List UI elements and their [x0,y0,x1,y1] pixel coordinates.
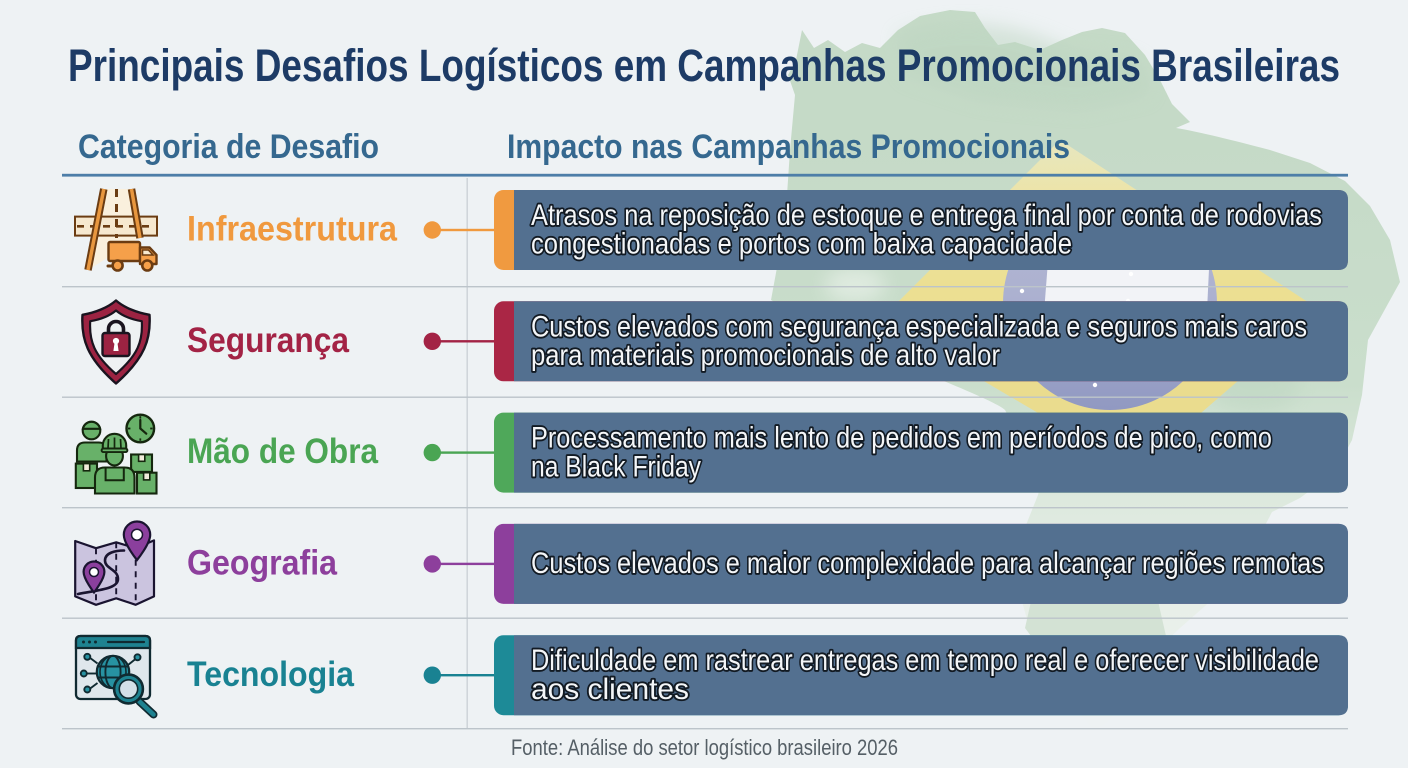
svg-text:Geografia: Geografia [187,543,338,583]
svg-text:Tecnologia: Tecnologia [187,654,355,694]
svg-text:para materiais promocionais de: para materiais promocionais de alto valo… [531,339,1000,372]
svg-text:Mão de Obra: Mão de Obra [187,431,379,471]
svg-text:Processamento mais lento de pe: Processamento mais lento de pedidos em p… [531,422,1272,455]
svg-text:Fonte: Análise do setor logíst: Fonte: Análise do setor logístico brasil… [511,735,898,760]
svg-text:Dificuldade em rastrear entreg: Dificuldade em rastrear entregas em temp… [531,644,1319,677]
svg-text:Custos elevados com segurança: Custos elevados com segurança especializ… [531,310,1307,343]
svg-text:Infraestrutura: Infraestrutura [187,209,398,249]
svg-text:congestionadas e portos com ba: congestionadas e portos com baixa capaci… [531,228,1072,261]
svg-text:Impacto nas Campanhas Promocio: Impacto nas Campanhas Promocionais [507,128,1070,166]
svg-text:Principais Desafios Logísticos: Principais Desafios Logísticos em Campan… [68,40,1340,91]
svg-text:na Black Friday: na Black Friday [531,450,701,483]
svg-text:Atrasos na reposição de estoqu: Atrasos na reposição de estoque e entreg… [531,199,1322,232]
svg-text:aos clientes: aos clientes [531,673,689,706]
svg-text:Segurança: Segurança [187,320,350,360]
svg-text:Categoria de Desafio: Categoria de Desafio [78,128,379,166]
svg-text:Custos elevados e maior comple: Custos elevados e maior complexidade par… [531,547,1324,580]
